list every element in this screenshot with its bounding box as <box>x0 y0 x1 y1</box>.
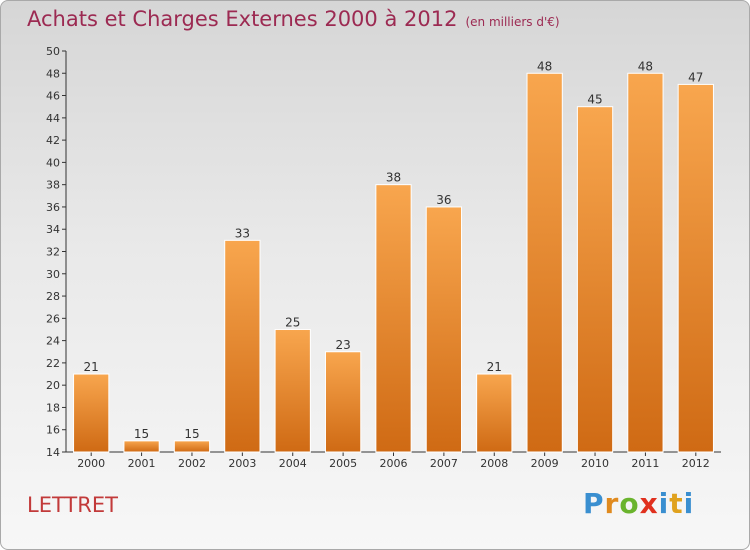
data-label: 25 <box>285 315 300 329</box>
logo-letter: P <box>583 487 605 520</box>
bar <box>123 440 160 453</box>
x-tick-label: 2005 <box>329 457 357 470</box>
logo-letter: x <box>639 487 659 520</box>
bar <box>425 206 463 453</box>
data-label: 15 <box>184 427 199 441</box>
commune-name: LETTRET <box>27 493 118 517</box>
y-tick-label: 42 <box>46 134 60 147</box>
data-label: 36 <box>436 193 451 207</box>
bar <box>526 72 563 453</box>
bar <box>173 440 211 453</box>
y-tick-label: 32 <box>46 246 60 259</box>
chart-title: Achats et Charges Externes 2000 à 2012 (e… <box>27 7 560 31</box>
x-tick-label: 2001 <box>128 457 156 470</box>
bar <box>476 373 513 453</box>
y-tick-label: 40 <box>46 156 60 169</box>
logo-letter: i <box>683 487 695 520</box>
x-tick-label: 2010 <box>581 457 609 470</box>
bars <box>73 72 714 453</box>
data-label: 33 <box>235 226 250 240</box>
proxiti-logo: Proxiti <box>583 487 694 520</box>
logo-letter: r <box>604 487 620 520</box>
data-labels: 21 15 15 33 25 23 38 36 21 48 45 48 47 <box>84 59 704 441</box>
data-label: 15 <box>134 427 149 441</box>
chart-title-text: Achats et Charges Externes 2000 à 2012 <box>27 7 458 31</box>
logo-letter: i <box>658 487 670 520</box>
x-tick-label: 2000 <box>77 457 105 470</box>
y-tick-label: 16 <box>46 424 60 437</box>
data-label: 47 <box>688 70 703 84</box>
x-tick-label: 2004 <box>279 457 307 470</box>
logo-letter: o <box>619 487 640 520</box>
x-tick-label: 2003 <box>228 457 256 470</box>
x-tick-label: 2006 <box>380 457 408 470</box>
data-label: 38 <box>386 171 401 185</box>
bar <box>274 328 311 453</box>
y-tick-label: 34 <box>46 223 60 236</box>
y-tick-label: 28 <box>46 290 60 303</box>
bar <box>224 239 261 453</box>
x-tick-label: 2009 <box>531 457 559 470</box>
logo-letter: t <box>669 487 684 520</box>
y-tick-label: 38 <box>46 179 60 192</box>
chart-subtitle: (en milliers d'€) <box>465 15 560 29</box>
data-label: 21 <box>84 360 99 374</box>
y-tick-label: 48 <box>46 67 60 80</box>
bar <box>627 72 664 453</box>
x-tick-label: 2007 <box>430 457 458 470</box>
y-tick-label: 50 <box>46 45 60 58</box>
x-tick-label: 2012 <box>682 457 710 470</box>
data-label: 48 <box>537 59 552 73</box>
y-tick-label: 24 <box>46 335 60 348</box>
x-tick-label: 2002 <box>178 457 206 470</box>
y-tick-label: 44 <box>46 112 60 125</box>
x-tick-label: 2008 <box>480 457 508 470</box>
y-axis: 14 16 18 20 22 24 26 28 30 32 34 36 38 40 42 44 46 48 50 <box>46 45 67 459</box>
data-label: 45 <box>587 93 602 107</box>
y-tick-label: 22 <box>46 357 60 370</box>
y-tick-label: 26 <box>46 312 60 325</box>
data-label: 21 <box>487 360 502 374</box>
bar <box>73 373 110 453</box>
x-tick-label: 2011 <box>631 457 659 470</box>
y-tick-label: 46 <box>46 90 60 103</box>
bar <box>576 106 614 453</box>
data-label: 48 <box>638 59 653 73</box>
y-tick-label: 14 <box>46 446 60 459</box>
x-axis: 2000 2001 2002 2003 2004 2005 2006 2007 2008 2009… <box>66 451 721 470</box>
bar <box>324 351 362 453</box>
bar <box>677 83 714 453</box>
y-tick-label: 30 <box>46 268 60 281</box>
data-label: 23 <box>335 338 350 352</box>
y-tick-label: 20 <box>46 379 60 392</box>
bar <box>375 184 412 453</box>
y-tick-label: 18 <box>46 401 60 414</box>
y-tick-label: 36 <box>46 201 60 214</box>
